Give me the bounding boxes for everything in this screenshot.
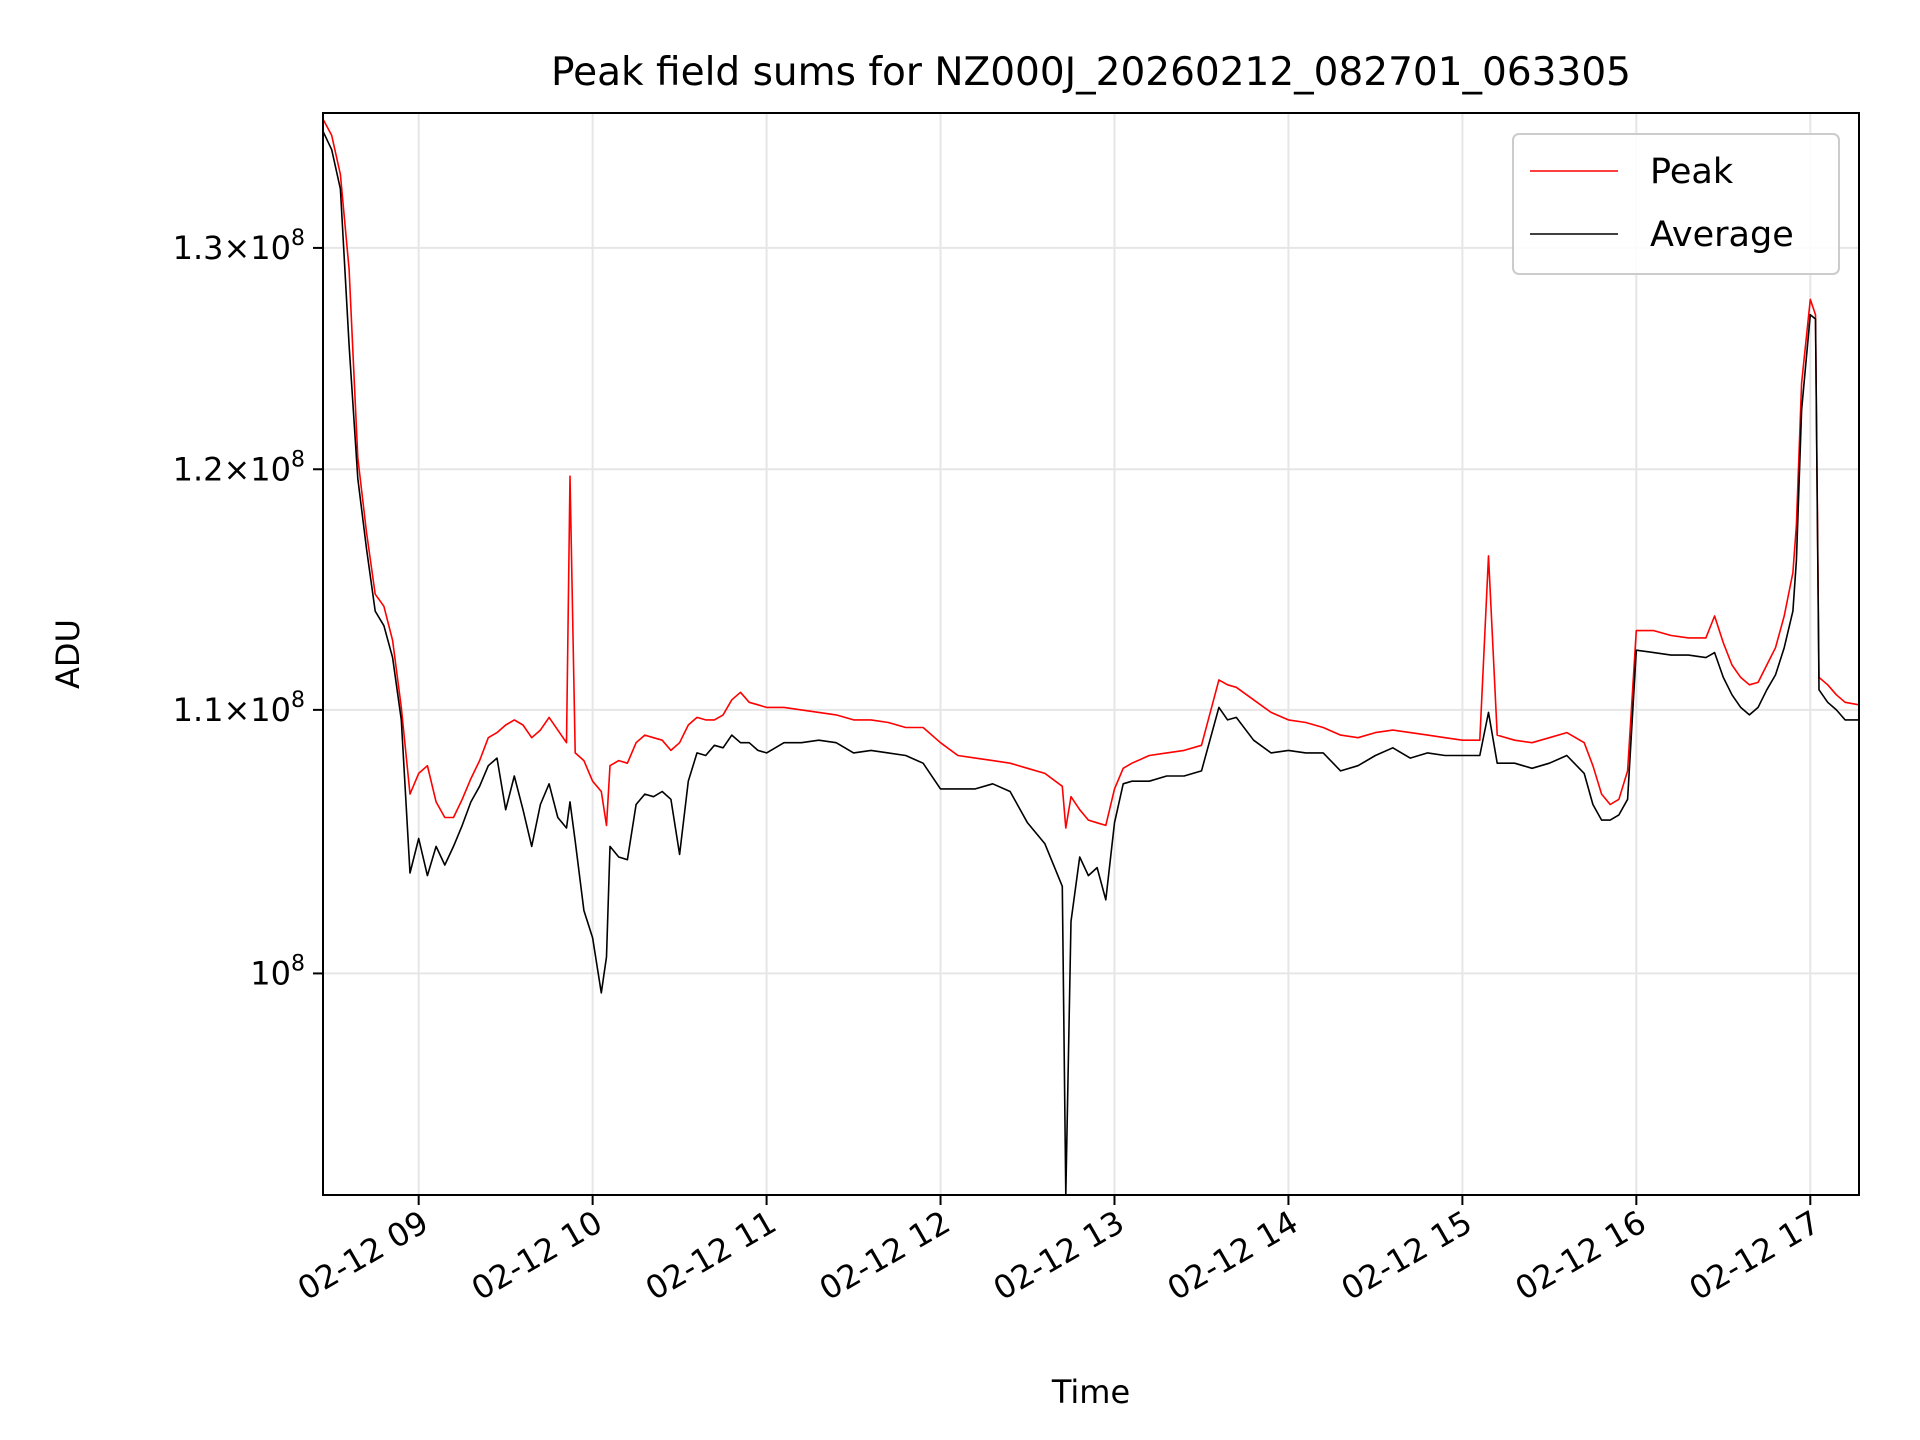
y-axis: 108 1.1×108 1.2×108 1.3×108 xyxy=(173,226,323,992)
legend-label-peak: Peak xyxy=(1650,152,1734,192)
series-line-average xyxy=(323,130,1859,1195)
series-line-peak xyxy=(323,118,1859,829)
y-axis-label: ADU xyxy=(49,619,87,689)
legend-label-average: Average xyxy=(1650,215,1794,255)
plot-frame xyxy=(322,112,1860,1196)
y-tick-label: 108 xyxy=(250,951,305,992)
x-axis-label: Time xyxy=(1051,1373,1130,1411)
legend-box xyxy=(1512,133,1840,275)
series-layer xyxy=(323,118,1859,1195)
chart-title: Peak field sums for NZ000J_20260212_0827… xyxy=(551,50,1631,95)
y-tick-label: 1.2×108 xyxy=(173,447,305,488)
grid xyxy=(323,113,1859,1195)
y-tick-label: 1.1×108 xyxy=(173,688,305,729)
y-tick-label: 1.3×108 xyxy=(173,226,305,267)
legend: Peak Average xyxy=(1512,133,1840,275)
